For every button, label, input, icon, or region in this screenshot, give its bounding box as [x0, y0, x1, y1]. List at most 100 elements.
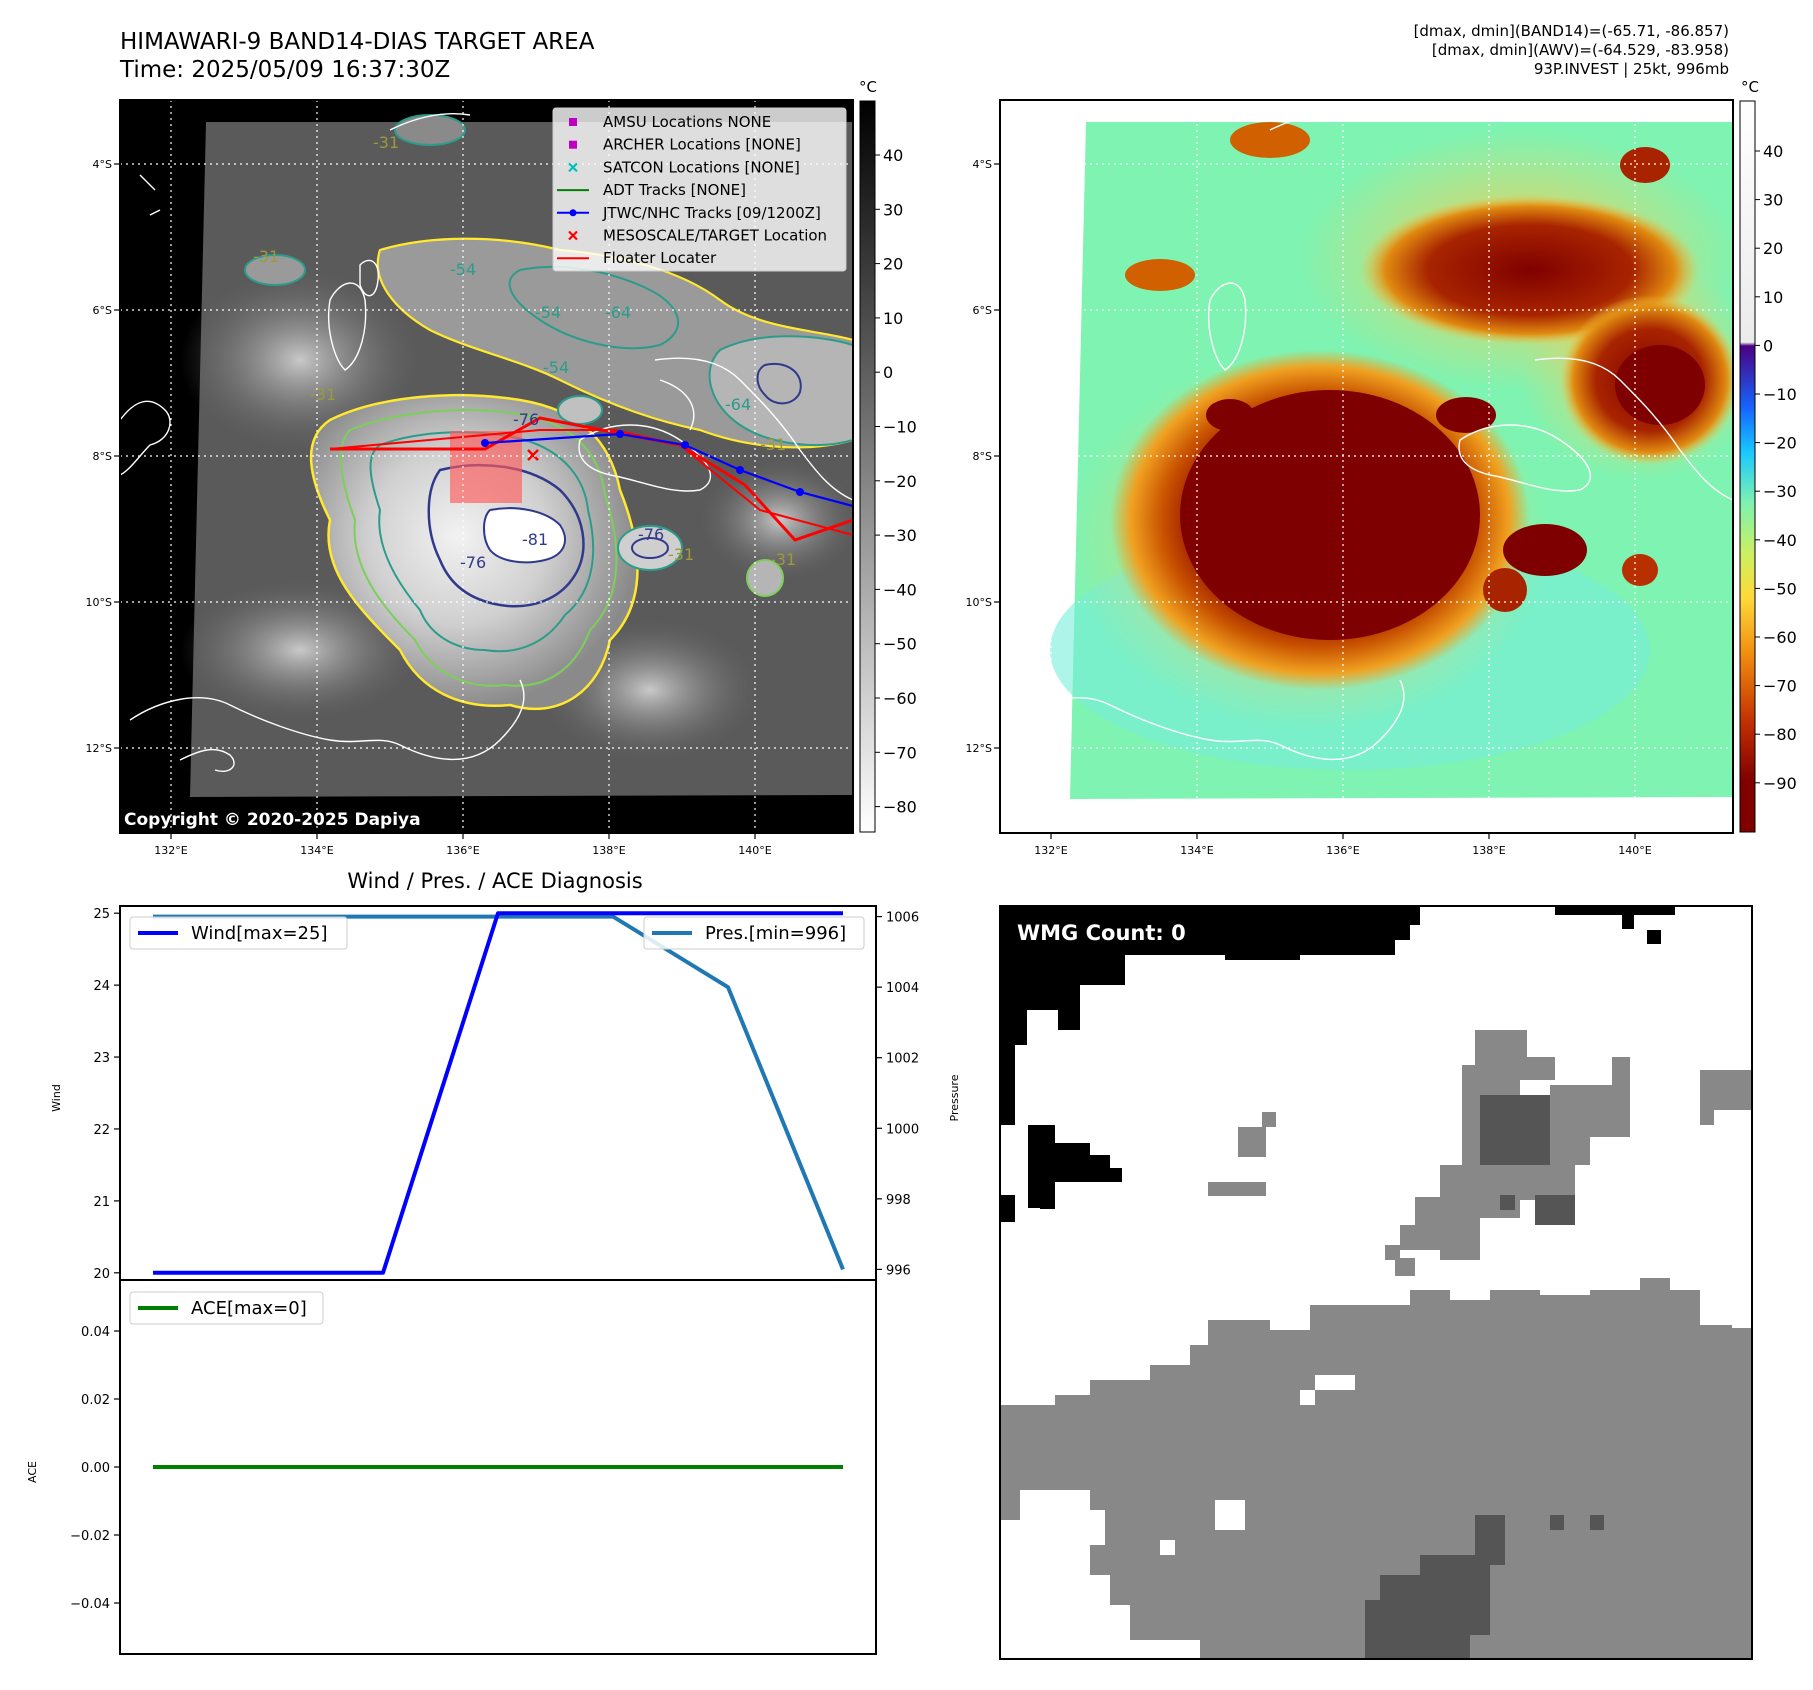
wmg-count-label: WMG Count: 0 — [1017, 921, 1186, 945]
legend-marker — [569, 118, 577, 126]
cell-center — [557, 395, 603, 425]
y-tick-label: −0.04 — [70, 1597, 110, 1612]
main-cloud-contour-81 — [483, 507, 566, 564]
colorbar-tick-label: −40 — [1763, 531, 1797, 550]
ace-legend-label: ACE[max=0] — [191, 1298, 307, 1319]
lon-label: 138°E — [1472, 844, 1505, 857]
y-tick-label: 25 — [93, 907, 110, 922]
stats-line-3: 93P.INVEST | 25kt, 996mb — [1533, 60, 1729, 78]
title-line-1: HIMAWARI-9 BAND14-DIAS TARGET AREA — [120, 29, 595, 55]
y-tick-label: 0.04 — [81, 1325, 110, 1340]
stats-block: [dmax, dmin](BAND14)=(-65.71, -86.857) [… — [1414, 22, 1729, 79]
lat-label: 6°S — [973, 304, 992, 317]
contour-label: -54 — [543, 358, 569, 377]
map-tick-marks — [114, 163, 756, 839]
colorbar-tick-label: 0 — [1763, 336, 1773, 355]
ne-cloud-contour-54 — [508, 265, 680, 350]
awv-main-core-inner — [1180, 390, 1480, 640]
colorbar-tick-label: −10 — [883, 418, 917, 437]
jtwc-track — [484, 432, 853, 508]
colorbar-tick-label: −60 — [883, 689, 917, 708]
awv-cell-4 — [1622, 554, 1658, 586]
map-frame — [119, 99, 854, 834]
lon-label: 138°E — [592, 844, 625, 857]
legend-marker-dot — [569, 209, 577, 217]
contour-label: -64 — [725, 395, 751, 414]
legend-label: Floater Locater — [603, 249, 717, 267]
legend-marker — [568, 162, 578, 173]
main-cloud-contour-76 — [427, 463, 585, 608]
y-tick-label: 21 — [93, 1195, 110, 1210]
main-cloud — [311, 395, 638, 709]
colorbar-tick-label: −20 — [1763, 434, 1797, 453]
colorbar-tick-label: −10 — [1763, 385, 1797, 404]
legend-label: AMSU Locations NONE — [603, 113, 771, 131]
awv-map-frame — [999, 99, 1734, 834]
legend-marker — [569, 140, 577, 149]
y-tick-label: 1000 — [886, 1122, 919, 1137]
y-tick-label: 24 — [93, 979, 110, 994]
band14-map: -31 -31 -54 -64 -54 -54 -31 -64 -31 -76 … — [86, 78, 917, 857]
pressure-legend: Pres.[min=996] — [643, 916, 865, 950]
awv-east-core-inner — [1615, 345, 1705, 425]
colorbar-left-unit: °C — [859, 78, 877, 96]
east-cloud-contour — [708, 335, 853, 446]
lat-label: 12°S — [966, 742, 992, 755]
contour-label: -54 — [450, 260, 476, 279]
awv-cell-1 — [1436, 397, 1496, 433]
stats-line-1: [dmax, dmin](BAND14)=(-65.71, -86.857) — [1413, 22, 1729, 40]
awv-lat-labels: 4°S 6°S 8°S 10°S 12°S — [966, 158, 992, 755]
legend-marker — [568, 230, 578, 241]
lon-label: 136°E — [1326, 844, 1359, 857]
wmg-black-region — [1000, 906, 1675, 1222]
colorbar-tick-label: −20 — [883, 472, 917, 491]
legend-label: SATCON Locations [NONE] — [603, 158, 800, 176]
contour-label: -31 — [310, 385, 336, 404]
wind-legend-label: Wind[max=25] — [191, 923, 328, 944]
lat-label: 10°S — [966, 596, 992, 609]
contour-label: -64 — [605, 303, 631, 322]
colorbar-tick-label: 30 — [883, 200, 903, 219]
contour-label: -76 — [638, 525, 664, 544]
y-tick-label: 20 — [93, 1267, 110, 1282]
colorbar-tick-label: −60 — [1763, 628, 1797, 647]
awv-gridlines — [1000, 100, 1733, 833]
legend-label: ARCHER Locations [NONE] — [603, 136, 801, 154]
y-tick-label: 1004 — [886, 981, 919, 996]
colorbar-tick-label: −70 — [1763, 677, 1797, 696]
colorbar-tick-label: −50 — [883, 635, 917, 654]
ace-legend: ACE[max=0] — [129, 1291, 324, 1325]
main-cloud-contour-54 — [339, 409, 618, 687]
lat-label: 8°S — [973, 450, 992, 463]
legend-items: AMSU Locations NONE ARCHER Locations [NON… — [557, 113, 827, 267]
awv-cell-2 — [1503, 524, 1587, 576]
contour-label: -76 — [513, 410, 539, 429]
wmg-frame — [999, 905, 1753, 1660]
lon-label: 140°E — [1618, 844, 1651, 857]
pressure-legend-box — [643, 916, 865, 950]
lon-label: 132°E — [1034, 844, 1067, 857]
colorbar-right-ticks: 40 30 20 10 0 −10 −20 −30 −40 −50 −60 −70 −80 −90 — [1755, 142, 1797, 793]
diagnosis-chart: Wind / Pres. / ACE Diagnosis 20 21 22 23 24 2… — [26, 869, 960, 1655]
y-tick-label: −0.02 — [70, 1529, 110, 1544]
east-cloud-core — [756, 362, 802, 405]
y-tick-label: 22 — [93, 1123, 110, 1138]
title-line-2: Time: 2025/05/09 16:37:30Z — [120, 57, 451, 83]
lat-label: 12°S — [86, 742, 112, 755]
y-tick-label: 0.02 — [81, 1393, 110, 1408]
contour-label: -54 — [535, 303, 561, 322]
lon-label: 132°E — [154, 844, 187, 857]
diagnosis-title: Wind / Pres. / ACE Diagnosis — [347, 869, 642, 893]
colorbar-tick-label: 0 — [883, 363, 893, 382]
legend-label: JTWC/NHC Tracks [09/1200Z] — [602, 204, 821, 222]
legend-box — [552, 107, 847, 272]
cloud-haze-1 — [180, 270, 420, 450]
cell-se-1 — [617, 525, 683, 571]
colorbar-tick-label: −30 — [1763, 482, 1797, 501]
awv-tick-marks — [994, 163, 1636, 839]
lat-label: 8°S — [93, 450, 112, 463]
lon-label: 134°E — [1180, 844, 1213, 857]
y-tick-label: 998 — [886, 1193, 911, 1208]
legend-label: MESOSCALE/TARGET Location — [603, 227, 827, 245]
